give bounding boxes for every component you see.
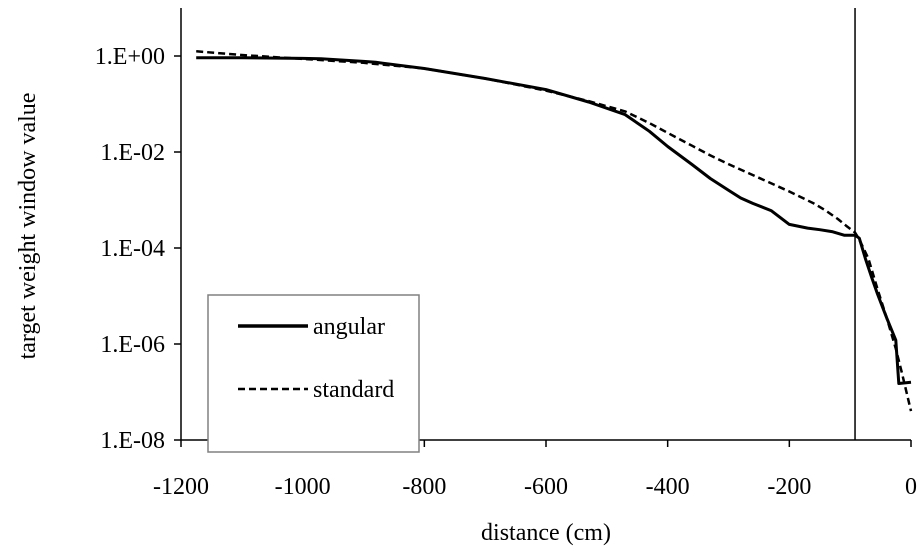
series-layer — [196, 8, 913, 440]
x-tick-label: -400 — [646, 474, 690, 500]
x-tick-label: -800 — [402, 474, 446, 500]
series-line-angular — [196, 56, 912, 385]
series-line-standard — [196, 50, 913, 412]
legend-label-standard: standard — [313, 377, 394, 403]
axes-layer: -1200 -1000 -800 -600 -400 -200 0 1.E+00 1.E-02 1… — [95, 8, 917, 500]
x-axis-label: distance (cm) — [481, 520, 611, 546]
y-tick-label: 1.E-02 — [100, 140, 165, 166]
legend-label-angular: angular — [313, 314, 385, 340]
y-tick-label: 1.E-04 — [100, 236, 165, 262]
legend-box — [207, 294, 420, 453]
y-tick-label: 1.E-08 — [100, 428, 165, 454]
x-tick-label: -200 — [767, 474, 811, 500]
legend: angular standard — [207, 294, 420, 453]
x-tick-label: -1200 — [153, 474, 209, 500]
y-axis-label: target weight window value — [15, 93, 41, 360]
x-tick-label: 0 — [905, 474, 917, 500]
x-tick-label: -600 — [524, 474, 568, 500]
x-tick-label: -1000 — [275, 474, 331, 500]
y-tick-label: 1.E+00 — [95, 44, 165, 70]
y-tick-label: 1.E-06 — [100, 332, 165, 358]
